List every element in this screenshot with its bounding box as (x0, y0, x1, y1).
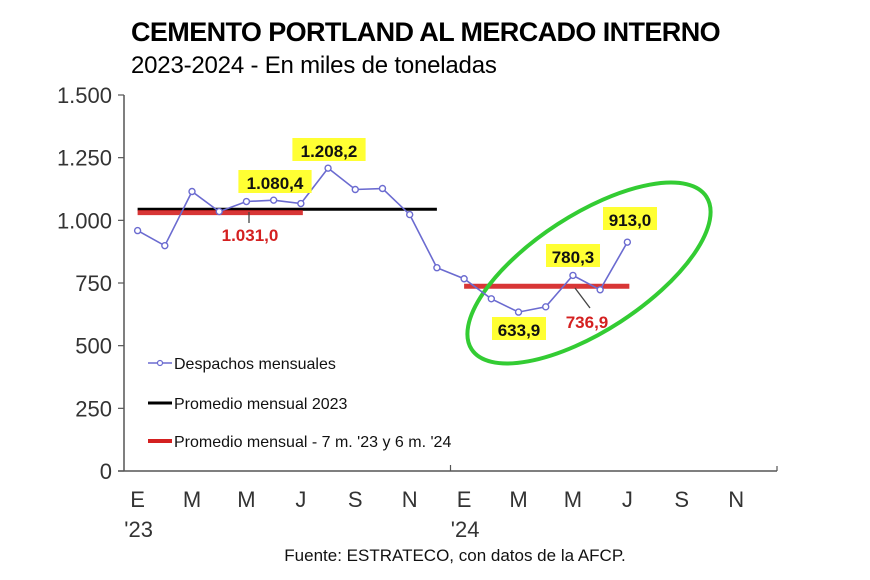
data-point-marker (405, 210, 414, 219)
annotation-label: 633,9 (498, 321, 541, 340)
highlight-ellipse (465, 180, 713, 366)
x-year-label: '23 (124, 517, 153, 542)
x-tick-label: E (457, 487, 472, 512)
data-point-marker (269, 196, 278, 204)
x-tick-label: J (622, 487, 633, 512)
y-tick-label: 500 (75, 334, 112, 359)
data-point-marker (215, 207, 223, 216)
data-point-marker (378, 184, 387, 193)
x-tick-label: E (130, 487, 145, 512)
data-point-marker (242, 197, 251, 206)
annotation-red-label: 736,9 (566, 313, 609, 332)
annotation-leader (574, 287, 591, 309)
annotation-box (292, 138, 366, 161)
annotation-red-label: 1.031,0 (222, 226, 279, 245)
chart-title: CEMENTO PORTLAND AL MERCADO INTERNO (131, 17, 721, 47)
y-tick-label: 1.500 (57, 83, 112, 108)
annotation-box (238, 170, 312, 193)
data-point-marker (433, 264, 441, 272)
x-tick-label: M (564, 487, 582, 512)
data-point-marker (623, 238, 632, 246)
annotation-label: 1.208,2 (301, 142, 358, 161)
y-tick-label: 1.000 (57, 208, 112, 233)
y-tick-label: 750 (75, 271, 112, 296)
data-point-marker (596, 286, 604, 294)
data-point-marker (569, 271, 577, 280)
source-note: Fuente: ESTRATECO, con datos de la AFCP. (284, 546, 626, 565)
annotation-label: 913,0 (609, 211, 652, 230)
annotation-box (546, 244, 600, 267)
annotation-label: 1.080,4 (247, 174, 304, 193)
data-point-marker (297, 199, 305, 208)
data-point-marker (133, 226, 142, 235)
highlight-ellipse-shape (465, 180, 713, 366)
data-point-marker (487, 295, 496, 303)
annotation-label: 780,3 (552, 248, 595, 267)
data-point-marker (324, 164, 332, 172)
x-tick-label: M (509, 487, 527, 512)
x-tick-label: J (295, 487, 306, 512)
chart-subtitle: 2023-2024 - En miles de toneladas (131, 52, 497, 79)
x-tick-label: S (348, 487, 363, 512)
data-point-marker (460, 275, 468, 283)
data-annotations: 1.080,4 1.208,2 1.031,0 633,9 780,3 913,0 736,… (222, 138, 657, 340)
monthly-dispatch-series (133, 164, 632, 316)
annotation-box (603, 207, 657, 230)
y-tick-label: 250 (75, 396, 112, 421)
data-point-marker (514, 308, 523, 316)
legend-label: Promedio mensual 2023 (174, 396, 348, 413)
x-tick-label: S (674, 487, 689, 512)
data-point-marker (188, 187, 196, 196)
legend-label: Despachos mensuales (174, 356, 336, 373)
x-year-label: '24 (451, 517, 480, 542)
x-tick-label: M (183, 487, 201, 512)
y-tick-label: 0 (100, 459, 112, 484)
chart-legend: Despachos mensuales Promedio mensual 2023… (148, 356, 451, 451)
x-tick-label: N (728, 487, 744, 512)
data-point-marker (161, 241, 169, 250)
data-point-marker (351, 185, 359, 194)
chart-axes: 0 250 500 750 1.000 1.250 1.500 E M M J S N E M M J S N '23… (57, 83, 778, 542)
y-tick-label: 1.250 (57, 146, 112, 171)
data-point-marker (542, 303, 550, 311)
annotation-box (492, 317, 546, 340)
x-tick-label: M (237, 487, 255, 512)
legend-label: Promedio mensual - 7 m. '23 y 6 m. '24 (174, 434, 451, 451)
x-tick-label: N (402, 487, 418, 512)
